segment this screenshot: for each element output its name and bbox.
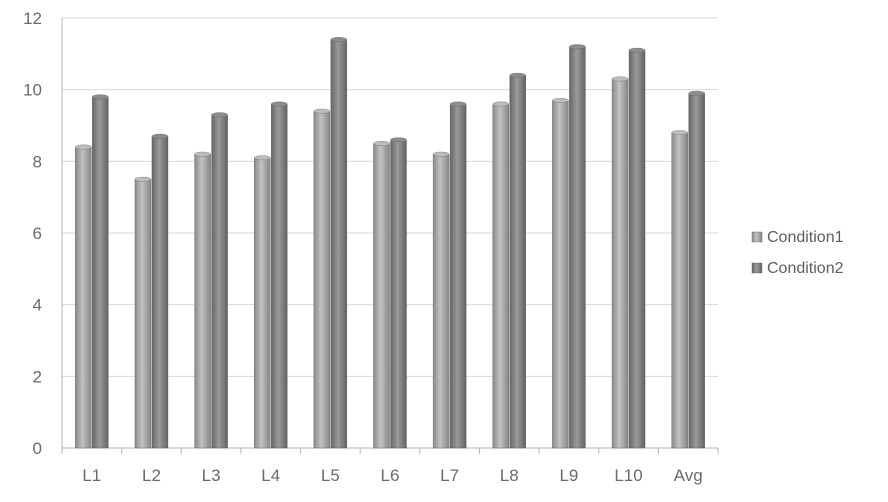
bar-condition1-avg xyxy=(671,132,688,449)
y-tick-label: 10 xyxy=(23,81,42,100)
bar-cap xyxy=(611,76,629,82)
x-tick-labels: L1 L2 L3 L4 L5 L6 L7 L8 L9 L10 Avg xyxy=(82,466,702,485)
bar-condition2-l8 xyxy=(509,75,526,449)
legend-label-condition2: Condition2 xyxy=(767,260,844,277)
legend: Condition1 Condition2 xyxy=(751,229,844,277)
y-tick-labels: 0 2 4 6 8 10 12 xyxy=(23,9,42,458)
y-tick-label: 6 xyxy=(33,224,42,243)
gridlines xyxy=(62,17,718,377)
x-tick-label: L8 xyxy=(500,466,519,485)
x-tick-label: Avg xyxy=(674,466,703,485)
bar-cap xyxy=(449,101,467,107)
y-tick-label: 4 xyxy=(33,296,42,315)
x-tick-label: L1 xyxy=(82,466,101,485)
bar-cap xyxy=(92,94,109,100)
bar-cap xyxy=(432,151,450,157)
bar-cap xyxy=(390,137,407,143)
bar-cap xyxy=(688,90,705,96)
bar-condition2-l4 xyxy=(271,103,288,449)
bar-condition2-l5 xyxy=(330,39,348,449)
legend-swatch-condition2 xyxy=(751,262,763,274)
bar-condition1-l7 xyxy=(432,153,450,449)
bar-cap xyxy=(211,112,228,118)
bar-condition2-l6 xyxy=(390,139,407,449)
bar-condition2-avg xyxy=(688,93,705,449)
bar-cap xyxy=(373,141,390,146)
bar-condition1-l3 xyxy=(194,153,211,449)
bar-condition2-l2 xyxy=(151,136,169,449)
bar-condition1-l9 xyxy=(552,100,569,449)
bar-cap xyxy=(254,155,271,161)
bar-condition1-l10 xyxy=(611,78,629,449)
x-tick-label: L4 xyxy=(261,466,280,485)
x-tick-label: L5 xyxy=(321,466,340,485)
bar-condition1-l6 xyxy=(373,143,390,449)
bar-cap xyxy=(75,144,92,150)
bar-cap xyxy=(552,98,569,103)
bar-condition2-l10 xyxy=(628,50,646,449)
bar-cap xyxy=(313,108,331,114)
x-tick-label: L6 xyxy=(381,466,400,485)
bar-condition2-l9 xyxy=(569,46,586,449)
axes xyxy=(61,18,719,454)
x-tick-label: L3 xyxy=(202,466,221,485)
y-tick-label: 0 xyxy=(33,439,42,458)
bar-condition2-l7 xyxy=(449,103,467,449)
x-tick-label: L10 xyxy=(614,466,642,485)
y-tick-label: 8 xyxy=(33,152,42,171)
bar-cap xyxy=(151,133,169,139)
bar-condition2-l1 xyxy=(92,96,109,449)
legend-swatch-condition1 xyxy=(751,231,763,243)
bar-condition1-l4 xyxy=(254,157,271,449)
bar-cap xyxy=(492,101,509,107)
bar-condition1-l1 xyxy=(75,146,92,449)
bar-cap xyxy=(271,101,288,107)
x-tick-label: L7 xyxy=(440,466,459,485)
bar-cap xyxy=(671,130,688,136)
bar-cap xyxy=(134,176,152,182)
bar-condition2-l3 xyxy=(211,114,228,449)
bar-cap xyxy=(628,47,646,53)
y-tick-label: 12 xyxy=(23,9,42,28)
bar-condition1-l8 xyxy=(492,103,509,449)
bars xyxy=(75,37,705,449)
legend-label-condition1: Condition1 xyxy=(767,229,844,246)
x-tick-label: L2 xyxy=(142,466,161,485)
y-tick-label: 2 xyxy=(33,367,42,386)
bar-cap xyxy=(569,44,586,50)
bar-cap xyxy=(330,37,348,42)
bar-cap xyxy=(194,151,211,157)
bar-cap xyxy=(509,72,526,78)
x-tick-label: L9 xyxy=(559,466,578,485)
bar-condition1-l5 xyxy=(313,110,331,449)
bar-condition1-l2 xyxy=(134,179,152,449)
